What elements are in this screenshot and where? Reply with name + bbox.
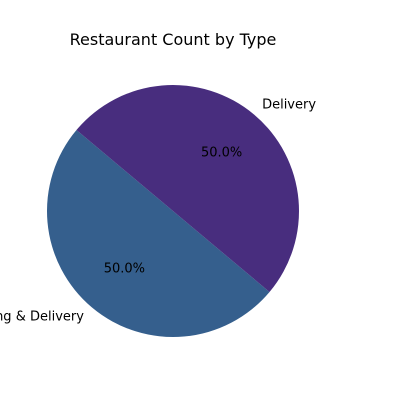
- pie-labels: Dining & Delivery 50.0% Delivery 50.0%: [0, 97, 316, 324]
- pie-slice-delivery: [76, 84, 300, 292]
- chart-title: Restaurant Count by Type: [70, 30, 277, 49]
- slice-label: Delivery: [262, 97, 316, 112]
- slice-percent-label: 50.0%: [201, 146, 242, 161]
- slice-percent-label: 50.0%: [104, 261, 145, 276]
- slice-label: Dining & Delivery: [0, 310, 84, 325]
- pie-slices: [47, 84, 300, 337]
- pie-slice-dining-delivery: [47, 130, 270, 337]
